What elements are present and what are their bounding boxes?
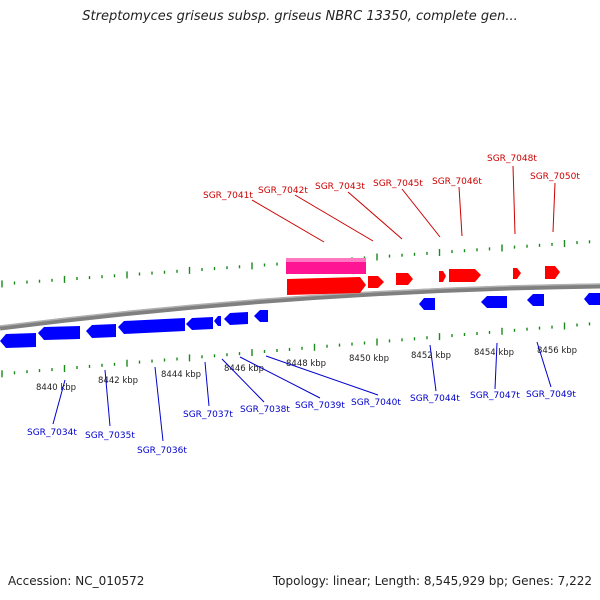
gene-label[interactable]: SGR_7035t: [85, 431, 135, 441]
gene-label[interactable]: SGR_7046t: [432, 177, 482, 187]
leader-line: [154, 366, 164, 442]
forward-gene-track: [286, 258, 560, 295]
leader-line: [536, 341, 552, 388]
leader-line: [52, 379, 66, 425]
reverse-gene[interactable]: [0, 333, 36, 348]
reverse-gene[interactable]: [86, 324, 116, 338]
scale-label: 8442 kbp: [98, 376, 138, 386]
reverse-gene[interactable]: [584, 293, 600, 305]
gene-label[interactable]: SGR_7042t: [258, 186, 308, 196]
reverse-gene[interactable]: [38, 326, 80, 340]
reverse-gene[interactable]: [214, 316, 221, 326]
leader-line: [494, 342, 498, 390]
gene-label[interactable]: SGR_7041t: [203, 191, 253, 201]
scale-label: 8450 kbp: [349, 354, 389, 364]
scale-label: 8444 kbp: [161, 370, 201, 380]
gene-label[interactable]: SGR_7047t: [470, 391, 520, 401]
leader-line: [401, 188, 441, 238]
reverse-gene[interactable]: [118, 318, 185, 334]
reverse-gene[interactable]: [224, 312, 248, 325]
scale-label: 8446 kbp: [224, 364, 264, 374]
gene-label[interactable]: SGR_7049t: [526, 390, 576, 400]
accession-label: Accession: NC_010572: [8, 574, 145, 588]
scale-label: 8448 kbp: [286, 359, 326, 369]
leader-line: [104, 369, 111, 427]
reverse-gene[interactable]: [254, 310, 268, 322]
leader-line: [458, 186, 463, 237]
gene-label[interactable]: SGR_7034t: [27, 428, 77, 438]
leader-line: [251, 199, 325, 243]
leader-line: [429, 344, 437, 392]
gene-label[interactable]: SGR_7036t: [137, 446, 187, 456]
gene-label[interactable]: SGR_7050t: [530, 172, 580, 182]
genome-backbone: [0, 283, 600, 331]
leader-line: [265, 355, 379, 396]
leader-line: [239, 356, 321, 399]
scale-label: 8456 kbp: [537, 346, 577, 356]
gene-label[interactable]: SGR_7040t: [351, 398, 401, 408]
genome-summary: Topology: linear; Length: 8,545,929 bp; …: [272, 574, 592, 588]
reverse-gene[interactable]: [481, 296, 507, 308]
gene-label[interactable]: SGR_7039t: [295, 401, 345, 411]
reverse-gene-labels: SGR_7034t SGR_7035t SGR_7036t SGR_7037t …: [27, 341, 576, 456]
page-title: Streptomyces griseus subsp. griseus NBRC…: [82, 9, 518, 24]
forward-gene[interactable]: [396, 273, 413, 285]
forward-gene[interactable]: [513, 268, 521, 279]
gene-label[interactable]: SGR_7037t: [183, 410, 233, 420]
gene-label[interactable]: SGR_7038t: [240, 405, 290, 415]
forward-gene[interactable]: [287, 277, 366, 295]
scale-label: 8440 kbp: [36, 383, 76, 393]
gene-label[interactable]: SGR_7044t: [410, 394, 460, 404]
leader-line: [294, 194, 374, 242]
reverse-gene[interactable]: [527, 294, 544, 306]
gene-label[interactable]: SGR_7045t: [373, 179, 423, 189]
forward-gene[interactable]: [368, 276, 384, 288]
reverse-gene-track: [0, 293, 600, 348]
forward-gene[interactable]: [545, 266, 560, 279]
genome-backbone-highlight: [0, 283, 600, 327]
forward-gene[interactable]: [449, 269, 481, 282]
forward-gene[interactable]: [439, 271, 446, 282]
reverse-tick-track: [1, 322, 591, 378]
forward-gene-selected-shine: [286, 258, 366, 262]
leader-line: [221, 358, 265, 403]
reverse-gene[interactable]: [186, 317, 213, 330]
leader-line: [204, 361, 210, 407]
leader-line: [347, 191, 403, 240]
leader-line: [552, 182, 556, 233]
gene-label[interactable]: SGR_7043t: [315, 182, 365, 192]
leader-line: [512, 165, 516, 235]
reverse-gene[interactable]: [419, 298, 435, 310]
scale-label: 8454 kbp: [474, 348, 514, 358]
gene-label[interactable]: SGR_7048t: [487, 154, 537, 164]
forward-gene-labels: SGR_7041t SGR_7042t SGR_7043t SGR_7045t …: [203, 154, 580, 243]
